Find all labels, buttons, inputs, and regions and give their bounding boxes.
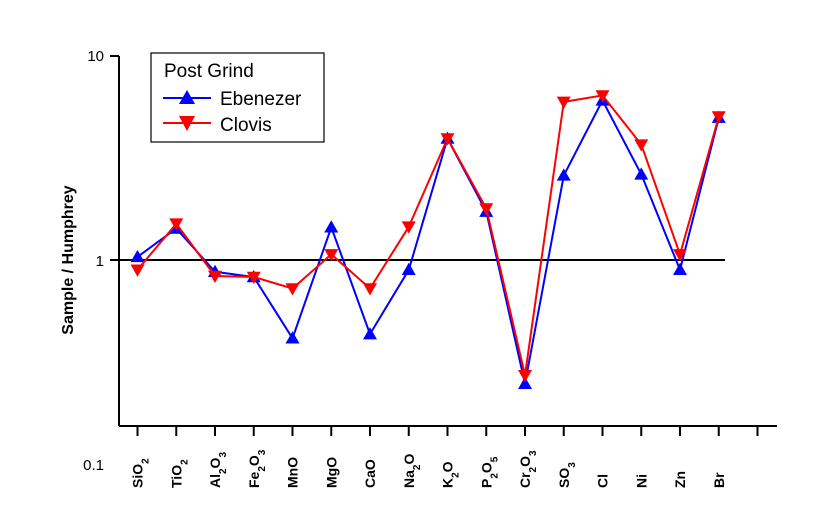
x-tick-label-cao: CaO: [362, 459, 378, 488]
x-tick-label-p2o5: P2O5: [478, 456, 500, 488]
label-part: O: [207, 457, 223, 468]
data-point-clovis-mno: [285, 283, 300, 296]
x-tick-label-zn: Zn: [672, 471, 688, 488]
x-tick-label-cl: Cl: [595, 474, 611, 488]
x-tick-label-fe2o3: Fe2O3: [246, 449, 268, 488]
data-point-ebenezer-mgo: [324, 220, 339, 233]
label-part: Ni: [633, 474, 649, 488]
legend: Post Grind Ebenezer Clovis: [150, 52, 325, 143]
label-part: MgO: [323, 457, 339, 488]
x-tick-label-mgo: MgO: [323, 457, 339, 488]
data-point-clovis-na2o: [401, 221, 416, 234]
subscript: 3: [528, 450, 539, 456]
label-part: Fe: [246, 471, 262, 488]
x-tick-label-tio2: TiO2: [168, 459, 190, 488]
subscript: 2: [450, 472, 461, 478]
data-point-clovis-al2o3: [208, 270, 222, 283]
data-point-clovis-fe2o3: [246, 271, 261, 285]
x-tick-label-k2o: K2O: [440, 461, 462, 488]
data-point-ebenezer-cr2o3: [518, 376, 532, 390]
label-part: P: [478, 479, 494, 488]
subscript: 5: [489, 456, 500, 462]
y-tick-label: 0.1: [83, 457, 104, 474]
plot-area: [130, 90, 726, 390]
label-part: Cr: [517, 472, 533, 488]
data-point-clovis-br: [711, 111, 726, 124]
legend-marker-triangle-down-icon: [179, 116, 195, 131]
y-axis-title: Sample / Humphrey: [60, 185, 77, 334]
subscript: 3: [256, 449, 267, 455]
legend-label-ebenezer: Ebenezer: [220, 89, 302, 110]
data-point-ebenezer-ni: [634, 167, 649, 180]
y-tick-label: 1: [96, 253, 104, 270]
x-tick-label-so3: SO3: [556, 462, 578, 488]
subscript: 3: [566, 462, 577, 468]
subscript: 2: [218, 468, 229, 474]
label-part: CaO: [362, 459, 378, 488]
legend-title: Post Grind: [164, 61, 254, 82]
series-line-ebenezer: [136, 98, 720, 385]
label-part: K: [440, 478, 456, 488]
x-tick-label-sio2: SiO2: [130, 458, 152, 488]
data-point-clovis-k2o: [440, 133, 455, 146]
subscript: 2: [179, 459, 190, 465]
label-part: TiO: [168, 465, 184, 488]
label-part: Cl: [595, 474, 611, 488]
data-point-clovis-p2o5: [479, 203, 494, 216]
data-point-clovis-mgo: [324, 249, 339, 262]
label-part: O: [401, 454, 417, 465]
x-tick-label-cr2o3: Cr2O3: [517, 450, 539, 488]
x-tick-label-br: Br: [711, 472, 727, 488]
data-point-ebenezer-na2o: [401, 262, 416, 276]
label-part: SO: [556, 468, 572, 488]
x-tick-label-ni: Ni: [633, 474, 649, 488]
data-point-clovis-cl: [595, 90, 610, 103]
label-part: O: [246, 455, 262, 466]
data-point-clovis-cao: [363, 283, 377, 296]
data-point-clovis-ni: [634, 139, 649, 152]
label-part: O: [478, 462, 494, 473]
x-tick-label-na2o: Na2O: [401, 454, 423, 488]
data-point-clovis-zn: [673, 249, 687, 262]
subscript: 2: [528, 466, 539, 472]
subscript: 2: [140, 458, 151, 464]
label-part: Zn: [672, 471, 688, 488]
series-line-clovis: [136, 94, 720, 376]
data-point-ebenezer-sio2: [130, 249, 145, 263]
label-part: Na: [401, 470, 417, 488]
series-clovis: [130, 90, 726, 383]
label-part: SiO: [130, 464, 146, 488]
series-ebenezer: [130, 93, 726, 390]
data-point-ebenezer-so3: [556, 168, 571, 181]
data-point-clovis-tio2: [169, 218, 184, 231]
legend-marker-triangle-up-icon: [179, 90, 195, 104]
subscript: 2: [411, 464, 422, 470]
data-point-clovis-sio2: [130, 264, 145, 277]
label-part: O: [440, 461, 456, 472]
y-tick-label: 10: [87, 48, 104, 65]
subscript: 2: [489, 473, 500, 479]
label-part: MnO: [285, 457, 301, 488]
subscript: 3: [218, 452, 229, 458]
label-part: O: [517, 456, 533, 467]
label-part: Al: [207, 474, 223, 488]
data-point-clovis-cr2o3: [518, 369, 532, 383]
data-point-ebenezer-mno: [285, 331, 300, 344]
data-point-ebenezer-zn: [673, 262, 687, 276]
legend-label-clovis: Clovis: [220, 115, 272, 136]
y-tick-labels: 10 1 0.1: [83, 48, 104, 474]
data-point-ebenezer-cao: [363, 327, 377, 340]
x-tick-label-al2o3: Al2O3: [207, 452, 229, 488]
subscript: 2: [256, 466, 267, 472]
data-point-clovis-so3: [556, 96, 571, 109]
label-part: Br: [711, 472, 727, 488]
x-tick-label-mno: MnO: [285, 457, 301, 488]
